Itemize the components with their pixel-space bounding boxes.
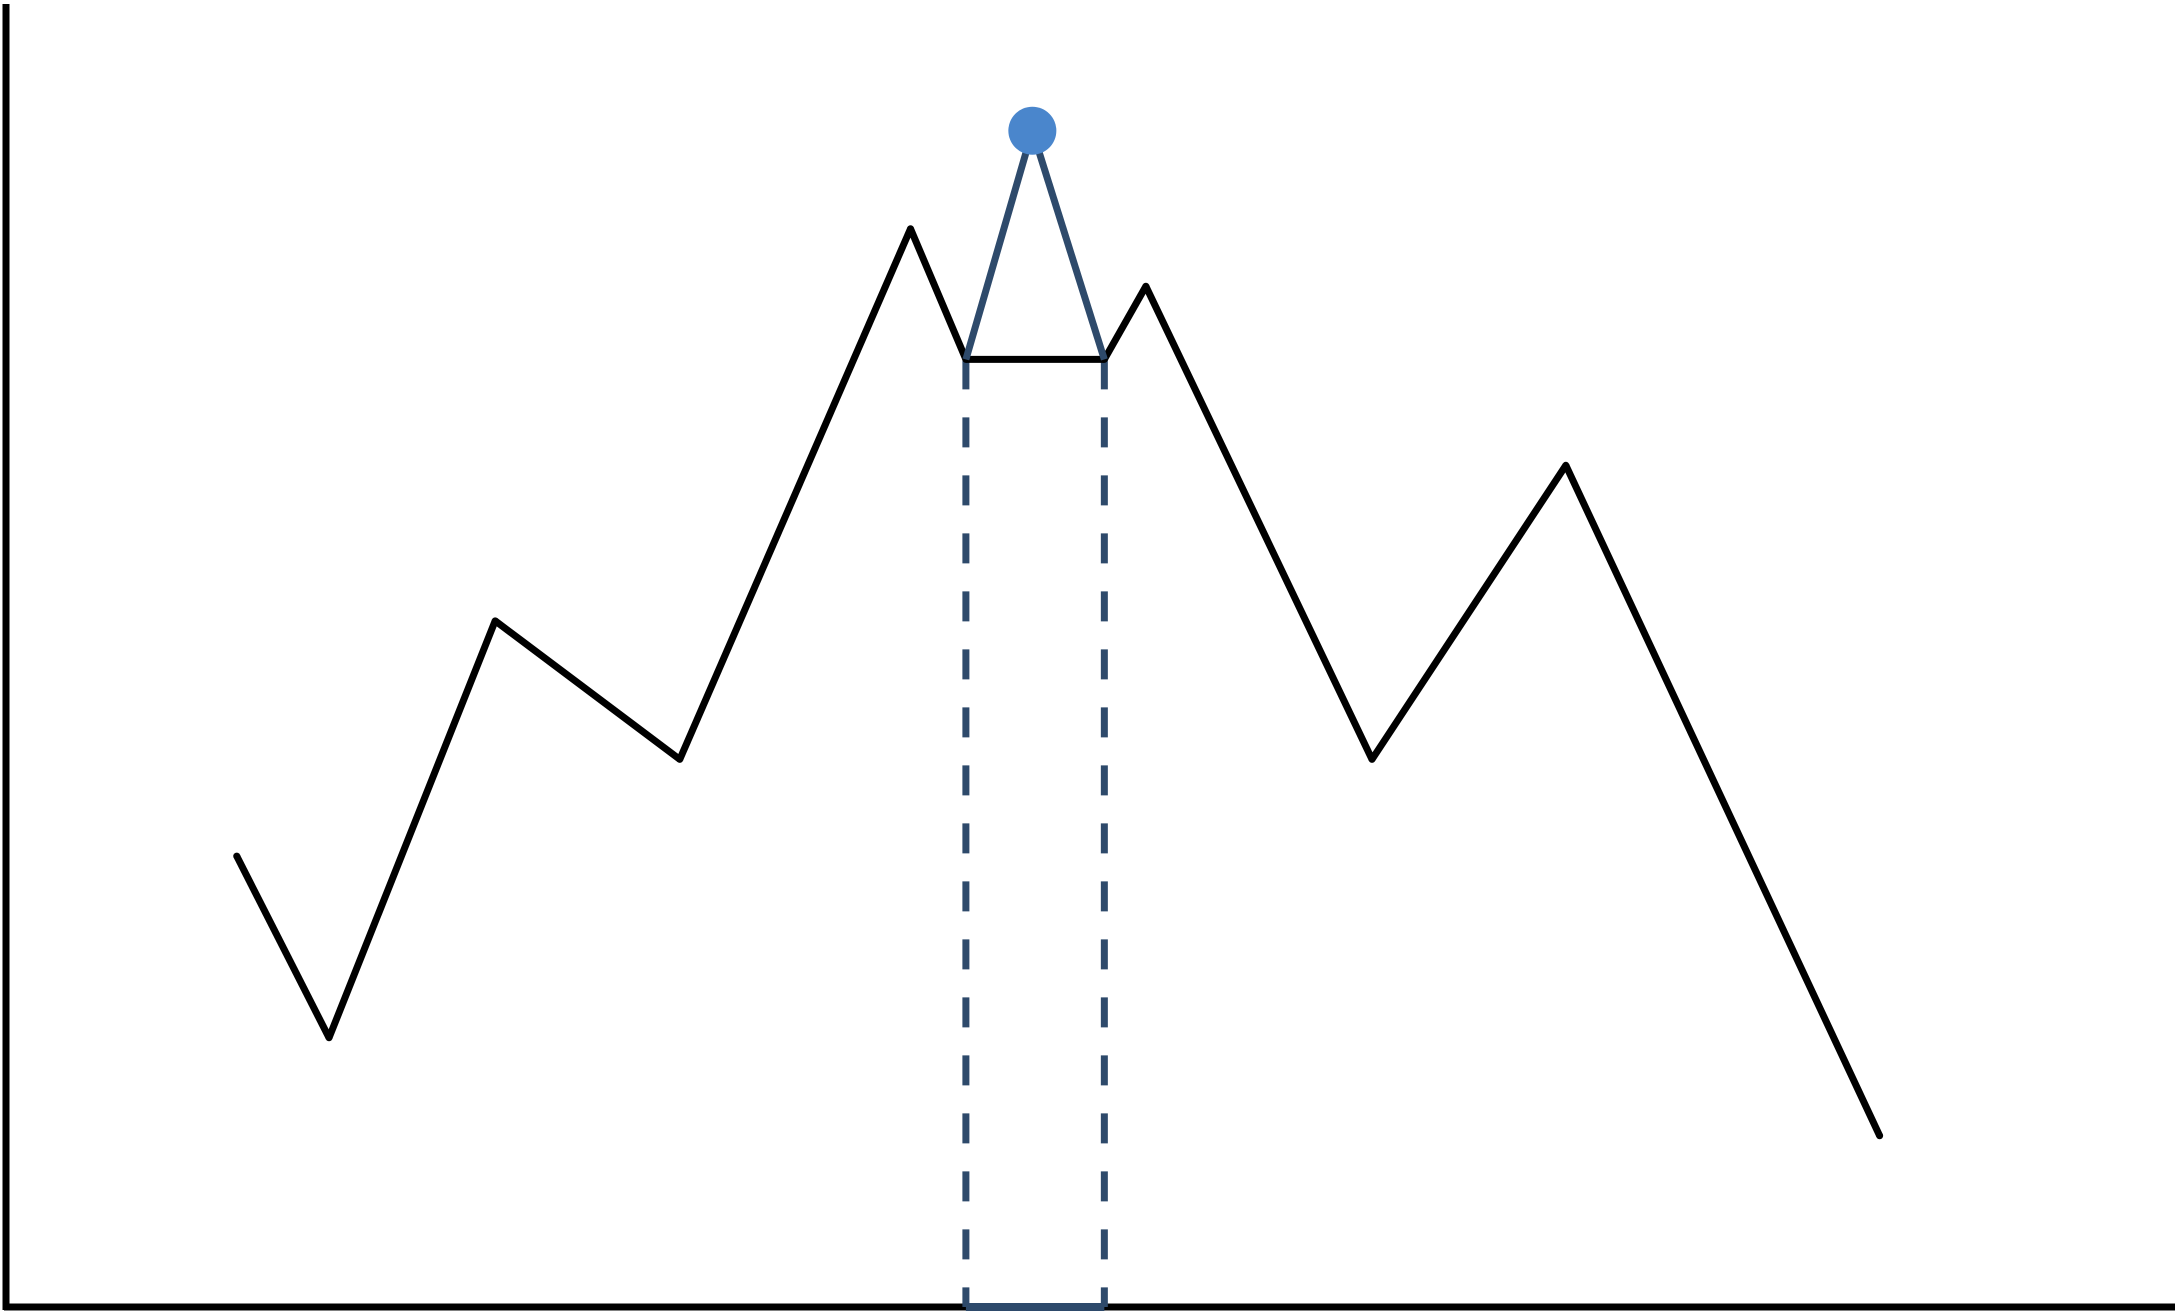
series-point [1562, 461, 1570, 469]
highlight-peak-group [962, 106, 1108, 361]
series-line-group [233, 225, 1884, 1140]
series-point [1876, 1132, 1884, 1140]
series-segment [325, 619, 499, 1040]
series-point [325, 1034, 333, 1042]
series-point [1368, 755, 1376, 763]
series-segment [1562, 463, 1883, 1138]
series-segment [493, 618, 682, 763]
highlight-range-guides [962, 359, 1108, 1311]
series-segment [1369, 463, 1569, 762]
series-segment [676, 227, 914, 761]
series-segment [1101, 284, 1149, 362]
highlight-peak-marker [1008, 106, 1057, 155]
series-point [491, 617, 499, 625]
series-point [233, 852, 241, 860]
series-point [907, 225, 915, 233]
series-segment [907, 227, 970, 361]
series-point [1142, 282, 1150, 290]
series-segment [1142, 284, 1376, 761]
highlight-fall-segment [1029, 129, 1108, 361]
series-segment [233, 854, 333, 1040]
highlight-rise-segment [962, 129, 1036, 361]
axes [2, 4, 2175, 1311]
series-point [676, 755, 684, 763]
